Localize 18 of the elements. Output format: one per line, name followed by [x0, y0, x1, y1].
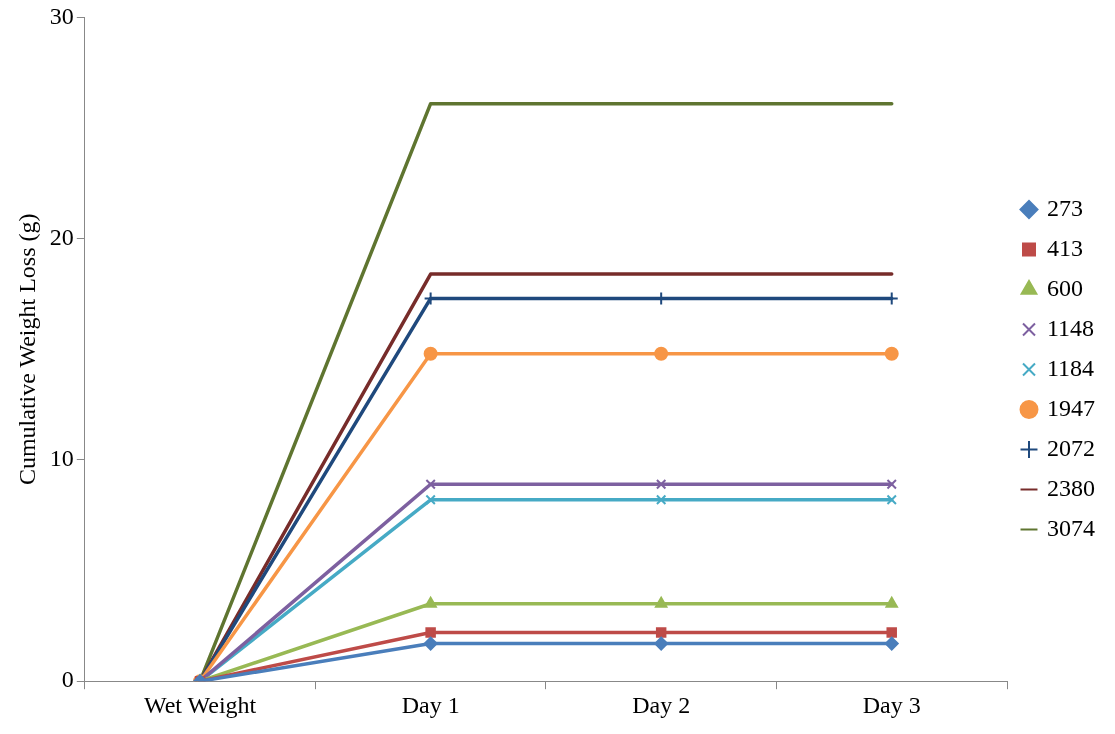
legend-label: 2380	[1047, 474, 1095, 501]
y-tick-label: 0	[61, 666, 74, 693]
legend-label: 1947	[1047, 394, 1095, 421]
legend-label: 600	[1047, 274, 1083, 301]
x-tick-label: Day 2	[632, 691, 691, 718]
legend-label: 413	[1047, 234, 1083, 261]
legend-label: 3074	[1047, 514, 1095, 541]
y-tick-label: 20	[49, 223, 74, 250]
legend-label: 1148	[1047, 314, 1095, 341]
x-tick-label: Wet Weight	[143, 691, 257, 718]
y-tick-label: 10	[49, 445, 74, 472]
x-tick-label: Day 1	[401, 691, 460, 718]
legend-label: 273	[1047, 194, 1083, 221]
y-tick-label: 30	[49, 2, 74, 29]
legend-label: 1184	[1047, 354, 1095, 381]
x-tick-label: Day 3	[862, 691, 921, 718]
legend-label: 2072	[1047, 434, 1095, 461]
y-axis-title: Cumulative Weight Loss (g)	[13, 213, 40, 486]
